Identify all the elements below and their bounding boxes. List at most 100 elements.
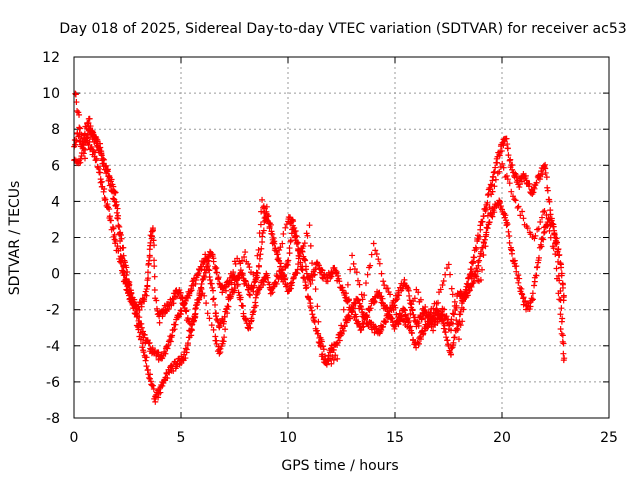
data-point (151, 257, 158, 264)
data-point (550, 223, 557, 230)
data-point (477, 222, 484, 229)
data-point (533, 272, 540, 279)
data-point (318, 338, 325, 345)
data-point (146, 374, 152, 381)
data-point (92, 136, 99, 143)
data-point (210, 296, 217, 303)
data-point (295, 255, 302, 262)
data-point (558, 270, 565, 277)
data-point (405, 287, 412, 294)
data-point (204, 258, 211, 265)
x-tick-label: 10 (279, 430, 297, 446)
data-point (448, 285, 455, 292)
data-point (93, 155, 100, 162)
data-point (532, 232, 539, 239)
data-point (384, 304, 391, 311)
data-point (367, 262, 374, 269)
data-point (142, 357, 149, 364)
data-point (272, 279, 279, 286)
data-point (318, 266, 325, 273)
data-point (314, 303, 321, 310)
data-point (268, 228, 275, 235)
data-point (473, 246, 480, 253)
data-point (233, 276, 240, 283)
data-point (146, 252, 153, 259)
data-point (71, 156, 78, 163)
data-point (340, 306, 347, 313)
chart-title: Day 018 of 2025, Sidereal Day-to-day VTE… (59, 21, 626, 37)
data-point (156, 319, 163, 326)
data-point (440, 277, 447, 284)
data-point (522, 172, 529, 179)
data-point (162, 350, 169, 357)
data-point (200, 273, 207, 280)
data-point (344, 281, 351, 288)
data-point (407, 310, 414, 317)
plot-frame (73, 56, 610, 419)
data-point (192, 310, 199, 317)
data-point (282, 224, 289, 231)
data-point (333, 268, 340, 275)
data-point (508, 188, 515, 195)
data-point (422, 315, 429, 322)
data-point (350, 260, 357, 267)
data-point (457, 322, 464, 329)
data-point (253, 269, 260, 276)
data-point (368, 251, 375, 258)
data-point (371, 297, 378, 304)
data-point (406, 317, 413, 324)
data-point (459, 318, 466, 325)
data-point (535, 225, 542, 232)
data-point (254, 252, 261, 259)
data-point (221, 313, 228, 320)
data-point (513, 268, 520, 275)
data-point (153, 297, 160, 304)
data-point (303, 284, 310, 291)
data-point (291, 224, 298, 231)
data-point (306, 222, 313, 229)
data-point (302, 257, 309, 264)
data-point (213, 269, 220, 276)
data-point (336, 337, 343, 344)
data-point (258, 245, 265, 252)
data-point (526, 180, 533, 187)
data-point (543, 174, 550, 181)
data-point (245, 260, 252, 267)
data-point (389, 299, 396, 306)
data-point (434, 318, 441, 325)
data-point (106, 182, 113, 189)
data-point (320, 343, 327, 350)
data-point (484, 199, 491, 206)
data-point (89, 128, 96, 135)
data-point (143, 354, 150, 361)
data-point (181, 299, 188, 306)
data-point (378, 326, 385, 333)
x-tick-label: 25 (600, 430, 618, 446)
data-point (92, 149, 99, 156)
data-point (336, 278, 343, 285)
data-point (273, 280, 280, 287)
data-point (539, 171, 546, 178)
data-point (180, 302, 187, 309)
data-point (151, 287, 158, 294)
data-point (267, 221, 274, 228)
data-point (114, 205, 121, 212)
data-point (544, 219, 551, 226)
data-point (125, 282, 132, 289)
data-point (460, 306, 467, 313)
data-point (143, 292, 150, 299)
data-point (427, 309, 434, 316)
data-point (321, 353, 328, 360)
grid-lines (74, 57, 609, 418)
y-tick-label: -8 (46, 411, 60, 427)
data-point (320, 346, 327, 353)
data-point (419, 305, 426, 312)
data-point (448, 316, 455, 323)
data-point (252, 276, 259, 283)
data-point (151, 242, 158, 249)
data-point (560, 357, 567, 364)
y-tick-label: 12 (42, 50, 60, 66)
data-point (220, 318, 227, 325)
data-point (113, 201, 120, 208)
data-point (498, 147, 505, 154)
